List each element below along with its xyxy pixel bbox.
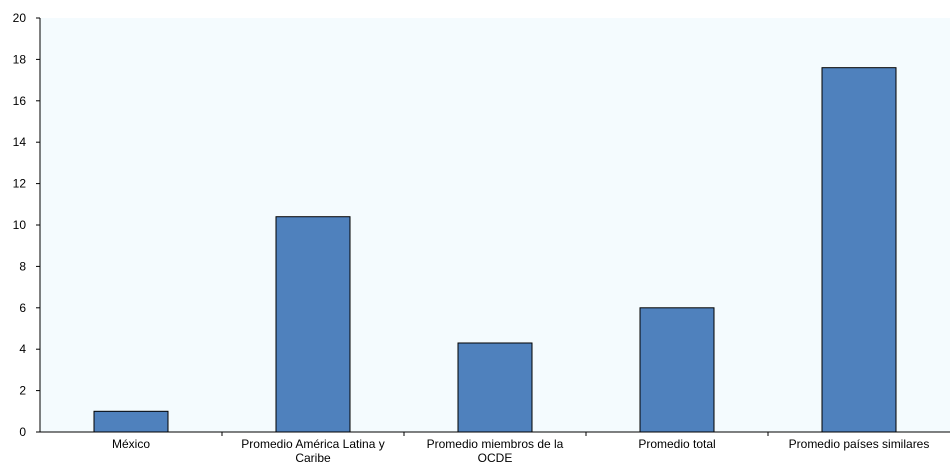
y-tick-label: 6 xyxy=(19,301,26,315)
y-tick-label: 12 xyxy=(13,177,27,191)
x-category-label: Promedio total xyxy=(638,437,715,451)
y-tick-label: 8 xyxy=(19,259,26,273)
y-tick-label: 18 xyxy=(13,52,27,66)
y-tick-label: 2 xyxy=(19,384,26,398)
bar xyxy=(821,67,897,433)
bar xyxy=(93,410,169,433)
x-category-label: Promedio miembros de la xyxy=(427,437,564,451)
y-axis-ticks: 0 2 4 6 8 10 12 14 16 18 20 xyxy=(13,11,40,439)
x-category-label: OCDE xyxy=(478,451,513,465)
y-tick-label: 0 xyxy=(19,425,26,439)
x-category-label: Promedio países similares xyxy=(789,437,930,451)
bar xyxy=(457,342,533,433)
y-tick-label: 20 xyxy=(13,11,27,25)
bars xyxy=(93,67,897,433)
x-category-label: Promedio América Latina y xyxy=(241,437,384,451)
x-category-label: Caribe xyxy=(295,451,331,465)
bar xyxy=(275,216,351,433)
bar xyxy=(639,307,715,433)
x-category-label: México xyxy=(112,437,150,451)
y-tick-label: 4 xyxy=(19,342,26,356)
y-tick-label: 16 xyxy=(13,94,27,108)
y-tick-label: 10 xyxy=(13,218,27,232)
x-axis-ticks xyxy=(221,432,769,436)
y-tick-label: 14 xyxy=(13,135,27,149)
